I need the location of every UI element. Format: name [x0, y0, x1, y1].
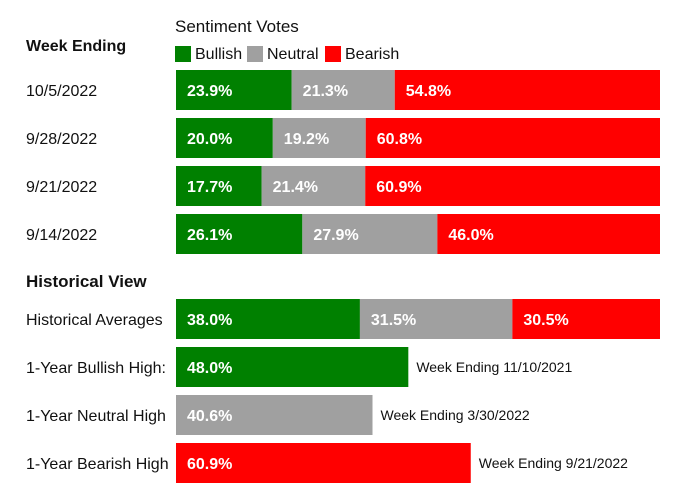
bar-label-bullish-9-21-2022: 17.7%	[187, 179, 232, 196]
row-label-historical-averages: Historical Averages	[26, 312, 163, 329]
legend-title: Sentiment Votes	[175, 17, 299, 36]
bar-bullish-10-5-2022	[176, 70, 292, 110]
row-label-9-28-2022: 9/28/2022	[26, 131, 97, 148]
bar-label-neutral-9-28-2022: 19.2%	[284, 131, 329, 148]
legend-item-neutral: Neutral	[247, 46, 319, 63]
bar-bearish-9-21-2022	[365, 166, 660, 206]
legend-swatch-neutral	[247, 46, 263, 62]
bar-neutral-10-5-2022	[291, 70, 395, 110]
note-1-year-bearish-high: Week Ending 9/21/2022	[479, 455, 628, 471]
legend-item-bullish: Bullish	[175, 46, 242, 63]
bar-label-bearish-9-28-2022: 60.8%	[377, 131, 422, 148]
bar-bearish-historical-average	[512, 299, 660, 339]
bar-bullish-9-28-2022	[176, 118, 273, 158]
bar-1-year-neutral-high	[176, 395, 373, 435]
legend-label-neutral: Neutral	[267, 46, 319, 63]
bar-label-1-year-bearish-high: 60.9%	[187, 456, 232, 473]
historical-section-title: Historical View	[26, 272, 147, 291]
bar-label-bearish-9-21-2022: 60.9%	[376, 179, 421, 196]
weekly-section-title: Week Ending	[26, 38, 126, 55]
bar-bearish-10-5-2022	[394, 70, 660, 110]
row-label-1-year-bullish-high: 1-Year Bullish High:	[26, 360, 166, 377]
bar-label-neutral-10-5-2022: 21.3%	[303, 83, 348, 100]
note-1-year-bullish-high: Week Ending 11/10/2021	[416, 359, 572, 375]
bar-bullish-historical-average	[176, 299, 360, 339]
bar-label-bearish-9-14-2022: 46.0%	[448, 227, 493, 244]
legend-label-bearish: Bearish	[345, 46, 399, 63]
bar-label-1-year-neutral-high: 40.6%	[187, 408, 232, 425]
bar-label-neutral-historical-average: 31.5%	[371, 312, 416, 329]
row-label-1-year-neutral-high: 1-Year Neutral High	[26, 408, 166, 425]
bar-label-bullish-9-28-2022: 20.0%	[187, 131, 232, 148]
note-1-year-neutral-high: Week Ending 3/30/2022	[381, 407, 530, 423]
legend-label-bullish: Bullish	[195, 46, 242, 63]
row-label-9-14-2022: 9/14/2022	[26, 227, 97, 244]
legend-swatch-bearish	[325, 46, 341, 62]
row-label-1-year-bearish-high: 1-Year Bearish High	[26, 456, 169, 473]
bar-neutral-historical-average	[359, 299, 513, 339]
legend-swatch-bullish	[175, 46, 191, 62]
chart-marks: 10/5/2022 23.9% 21.3% 54.8% 9/28/2022 20.0% 19…	[26, 70, 660, 483]
bar-label-bullish-9-14-2022: 26.1%	[187, 227, 232, 244]
bar-label-neutral-9-14-2022: 27.9%	[313, 227, 358, 244]
bar-1-year-bearish-high	[176, 443, 471, 483]
row-label-9-21-2022: 9/21/2022	[26, 179, 97, 196]
bar-label-bullish-10-5-2022: 23.9%	[187, 83, 232, 100]
bar-label-bearish-historical-average: 30.5%	[523, 312, 568, 329]
bar-neutral-9-14-2022	[302, 214, 438, 254]
bar-bullish-9-21-2022	[176, 166, 262, 206]
bar-bearish-9-14-2022	[437, 214, 660, 254]
bar-label-bullish-historical-average: 38.0%	[187, 312, 232, 329]
bar-1-year-bullish-high	[176, 347, 409, 387]
bar-neutral-9-21-2022	[261, 166, 366, 206]
bar-neutral-9-28-2022	[272, 118, 366, 158]
bar-label-bearish-10-5-2022: 54.8%	[406, 83, 451, 100]
bar-bearish-9-28-2022	[365, 118, 660, 158]
bar-label-1-year-bullish-high: 48.0%	[187, 360, 232, 377]
legend-item-bearish: Bearish	[325, 46, 399, 63]
bar-label-neutral-9-21-2022: 21.4%	[273, 179, 318, 196]
row-label-10-5-2022: 10/5/2022	[26, 83, 97, 100]
bar-bullish-9-14-2022	[176, 214, 303, 254]
